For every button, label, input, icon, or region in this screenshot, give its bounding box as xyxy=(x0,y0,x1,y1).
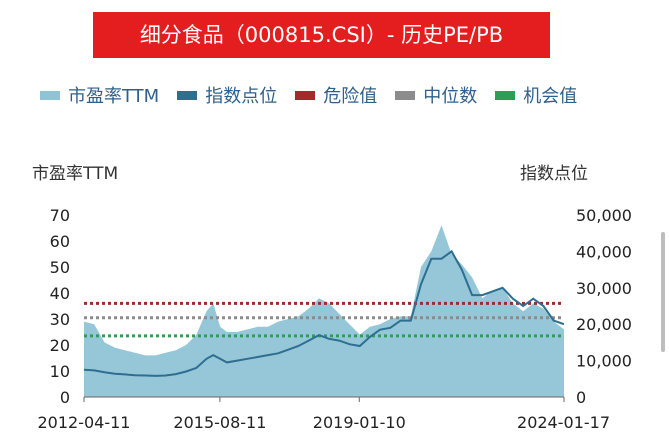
legend-swatch xyxy=(395,90,416,100)
y-tick-right: 40,000 xyxy=(576,242,632,261)
legend-swatch xyxy=(295,90,316,100)
legend-item-1[interactable]: 市盈率TTM xyxy=(40,82,159,108)
ticks-layer: 70 60 50 40 30 20 10 0 50,000 40,000 30,000 20,000 1… xyxy=(38,206,632,432)
y-tick-left: 40 xyxy=(50,284,70,303)
x-tick-label: 2015-08-11 xyxy=(173,413,266,432)
y-tick-left: 30 xyxy=(50,310,70,329)
legend: 市盈率TTM 指数点位 危险值 中位数 机会值 xyxy=(40,80,640,110)
legend-label: 指数点位 xyxy=(205,86,278,107)
y-tick-right: 30,000 xyxy=(576,279,632,298)
y-tick-right: 50,000 xyxy=(576,206,632,225)
y-tick-left: 20 xyxy=(50,336,70,355)
pe-area-layer xyxy=(84,225,564,397)
y-tick-left: 60 xyxy=(50,232,70,251)
x-tick-label: 2024-01-17 xyxy=(517,413,610,432)
y-tick-right: 20,000 xyxy=(576,315,632,334)
x-tick-label: 2019-01-10 xyxy=(313,413,406,432)
pe-ttm-area xyxy=(84,225,564,397)
index-line-layer xyxy=(83,249,565,377)
legend-item-4[interactable]: 中位数 xyxy=(395,82,477,108)
legend-swatch xyxy=(495,90,516,100)
legend-label: 机会值 xyxy=(523,86,578,107)
index-line xyxy=(83,249,565,377)
legend-item-2[interactable]: 指数点位 xyxy=(177,82,277,108)
legend-label: 危险值 xyxy=(323,86,378,107)
legend-label: 中位数 xyxy=(423,86,478,107)
legend-item-5[interactable]: 机会值 xyxy=(495,82,577,108)
y-tick-right: 0 xyxy=(576,388,586,407)
y-axis-label-left: 市盈率TTM xyxy=(32,164,118,184)
y-axis-label-right: 指数点位 xyxy=(520,164,588,184)
y-tick-left: 10 xyxy=(50,362,70,381)
legend-swatch xyxy=(177,90,198,100)
x-tick-label: 2012-04-11 xyxy=(38,413,131,432)
y-tick-left: 50 xyxy=(50,258,70,277)
legend-item-3[interactable]: 危险值 xyxy=(295,82,377,108)
y-tick-right: 10,000 xyxy=(576,352,632,371)
y-tick-left: 0 xyxy=(60,388,70,407)
legend-label: 市盈率TTM xyxy=(68,86,160,107)
legend-swatch xyxy=(40,90,60,100)
scrollbar[interactable] xyxy=(661,232,665,352)
y-tick-left: 70 xyxy=(50,206,70,225)
chart-title: 细分食品（000815.CSI）- 历史PE/PB xyxy=(93,12,550,58)
